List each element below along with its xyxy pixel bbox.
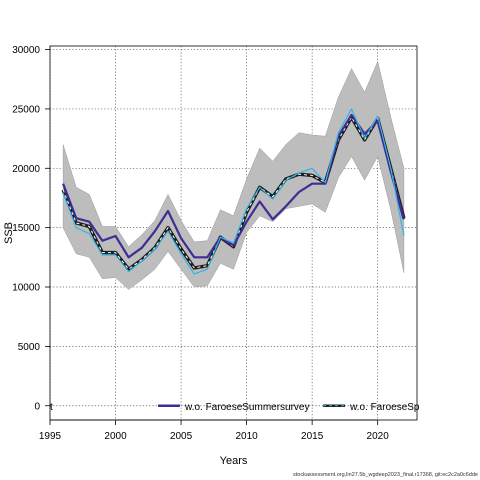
y-tick-label: 20000 xyxy=(12,164,40,175)
y-tick-label: 15000 xyxy=(12,223,40,234)
series-line-wo-faroese-summersurvey xyxy=(62,113,405,259)
x-tick-label: 2015 xyxy=(301,431,324,442)
legend-label-wo-faroese-sp: w.o. FaroeseSp xyxy=(349,402,420,413)
y-tick-label: 10000 xyxy=(12,283,40,294)
series-lines xyxy=(61,108,406,275)
legend-label-truncated: t xyxy=(50,402,53,413)
x-tick-label: 2020 xyxy=(367,431,390,442)
confidence-band xyxy=(62,60,405,290)
x-axis: 1995 2000 2005 2010 2015 2020 xyxy=(39,419,390,442)
y-tick-label: 30000 xyxy=(12,45,40,56)
legend-label-wo-faroese-summersurvey: w.o. FaroeseSummersurvey xyxy=(184,402,310,413)
y-tick-label: 25000 xyxy=(12,104,40,115)
y-axis: 0 5000 10000 15000 20000 25000 30000 xyxy=(12,45,50,412)
x-tick-label: 1995 xyxy=(39,431,62,442)
x-tick-label: 2010 xyxy=(235,431,258,442)
series-line-wo-faroese-sp xyxy=(62,108,405,275)
y-axis-label: SSB xyxy=(3,222,15,244)
series-line-base-dash xyxy=(62,116,405,270)
x-tick-label: 2005 xyxy=(170,431,193,442)
y-tick-label: 0 xyxy=(34,401,40,412)
legend: t w.o. FaroeseSummersurvey w.o. FaroeseSp xyxy=(50,402,420,413)
x-tick-label: 2000 xyxy=(104,431,127,442)
x-axis-label: Years xyxy=(220,455,248,467)
y-tick-label: 5000 xyxy=(18,342,41,353)
source-footer: stockassessment.org,lin27.5b_wgdeep2023_… xyxy=(293,472,478,478)
